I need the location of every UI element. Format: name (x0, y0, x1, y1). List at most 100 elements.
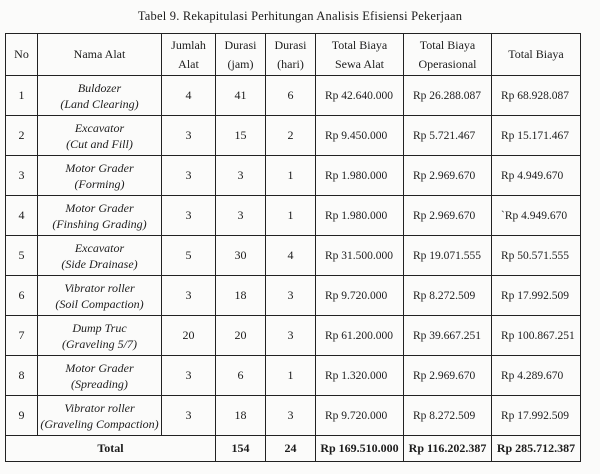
total-row: Total 154 24 Rp 169.510.000 Rp 116.202.3… (5, 435, 581, 462)
total-durasi-jam: 154 (215, 435, 266, 462)
table-row: 2 Excavator (Cut and Fill) 3 15 2 Rp 9.4… (5, 115, 581, 156)
biaya-total: Rp 50.571.555 (491, 235, 581, 276)
biaya-sewa: Rp 42.640.000 (315, 75, 404, 116)
header-biaya-sewa: Total Biaya Sewa Alat (315, 33, 404, 76)
biaya-operasional: Rp 19.071.555 (403, 235, 492, 276)
biaya-operasional: Rp 5.721.467 (403, 115, 492, 156)
biaya-sewa: Rp 9.720.000 (315, 395, 404, 436)
biaya-sewa: Rp 31.500.000 (315, 235, 404, 276)
biaya-sewa: Rp 61.200.000 (315, 315, 404, 356)
equipment-cell: Excavator (Side Drainase) (37, 235, 162, 276)
header-no: No (5, 33, 38, 76)
equipment-name: Motor Grader (65, 160, 134, 175)
row-no: 7 (5, 315, 38, 356)
biaya-sewa: Rp 1.320.000 (315, 355, 404, 396)
table-row: 7 Dump Truc (Graveling 5/7) 20 20 3 Rp 6… (5, 315, 581, 356)
equipment-activity: (Graveling Compaction) (40, 416, 159, 431)
biaya-operasional: Rp 26.288.087 (403, 75, 492, 116)
row-no: 9 (5, 395, 38, 436)
biaya-operasional: Rp 39.667.251 (403, 315, 492, 356)
header-nama-alat: Nama Alat (37, 33, 162, 76)
row-no: 4 (5, 195, 38, 236)
biaya-total: Rp 100.867.251 (491, 315, 581, 356)
jumlah-alat: 3 (161, 395, 216, 436)
header-biaya-operasional: Total Biaya Operasional (403, 33, 492, 76)
total-label: Total (5, 435, 216, 462)
header-durasi-jam: Durasi (jam) (215, 33, 266, 76)
equipment-name: Vibrator roller (64, 400, 135, 415)
header-durasi-hari: Durasi (hari) (265, 33, 316, 76)
equipment-name: Motor Grader (65, 360, 134, 375)
equipment-cell: Motor Grader (Spreading) (37, 355, 162, 396)
row-no: 1 (5, 75, 38, 116)
row-no: 8 (5, 355, 38, 396)
equipment-activity: (Forming) (74, 176, 125, 191)
table-row: 6 Vibrator roller (Soil Compaction) 3 18… (5, 275, 581, 316)
equipment-cell: Motor Grader (Finshing Grading) (37, 195, 162, 236)
biaya-total: Rp 17.992.509 (491, 395, 581, 436)
equipment-activity: (Land Clearing) (60, 96, 139, 111)
biaya-total: Rp 15.171.467 (491, 115, 581, 156)
equipment-activity: (Finshing Grading) (52, 216, 147, 231)
biaya-sewa: Rp 1.980.000 (315, 195, 404, 236)
equipment-cell: Vibrator roller (Graveling Compaction) (37, 395, 162, 436)
equipment-name: Motor Grader (65, 200, 134, 215)
header-jumlah-alat: Jumlah Alat (161, 33, 216, 76)
durasi-jam: 18 (215, 395, 266, 436)
row-no: 3 (5, 155, 38, 196)
table-row: 8 Motor Grader (Spreading) 3 6 1 Rp 1.32… (5, 355, 581, 396)
biaya-total: Rp 68.928.087 (491, 75, 581, 116)
equipment-name: Buldozer (77, 80, 122, 95)
equipment-cell: Motor Grader (Forming) (37, 155, 162, 196)
equipment-cell: Buldozer (Land Clearing) (37, 75, 162, 116)
durasi-hari: 6 (265, 75, 316, 116)
table-row: 5 Excavator (Side Drainase) 5 30 4 Rp 31… (5, 235, 581, 276)
durasi-hari: 2 (265, 115, 316, 156)
biaya-total: Rp 17.992.509 (491, 275, 581, 316)
biaya-operasional: Rp 2.969.670 (403, 155, 492, 196)
equipment-activity: (Side Drainase) (61, 256, 138, 271)
table-caption: Tabel 9. Rekapitulasi Perhitungan Analis… (137, 9, 463, 23)
biaya-sewa: Rp 9.720.000 (315, 275, 404, 316)
durasi-jam: 3 (215, 155, 266, 196)
durasi-jam: 20 (215, 315, 266, 356)
header-total-biaya: Total Biaya (491, 33, 581, 76)
equipment-name: Vibrator roller (64, 280, 135, 295)
biaya-sewa: Rp 9.450.000 (315, 115, 404, 156)
table-row: 3 Motor Grader (Forming) 3 3 1 Rp 1.980.… (5, 155, 581, 196)
table-row: 9 Vibrator roller (Graveling Compaction)… (5, 395, 581, 436)
jumlah-alat: 3 (161, 355, 216, 396)
equipment-name: Dump Truc (72, 320, 127, 335)
biaya-total: Rp 4.949.670 (491, 155, 581, 196)
recap-table: No Nama Alat Jumlah Alat Durasi (jam) Du… (5, 33, 581, 462)
durasi-hari: 1 (265, 155, 316, 196)
equipment-activity: (Graveling 5/7) (62, 336, 137, 351)
header-row: No Nama Alat Jumlah Alat Durasi (jam) Du… (5, 33, 581, 76)
durasi-jam: 6 (215, 355, 266, 396)
durasi-jam: 41 (215, 75, 266, 116)
biaya-operasional: Rp 2.969.670 (403, 195, 492, 236)
biaya-total: `Rp 4.949.670 (491, 195, 581, 236)
durasi-jam: 30 (215, 235, 266, 276)
durasi-jam: 15 (215, 115, 266, 156)
jumlah-alat: 3 (161, 195, 216, 236)
equipment-name: Excavator (74, 240, 125, 255)
jumlah-alat: 3 (161, 115, 216, 156)
durasi-jam: 18 (215, 275, 266, 316)
jumlah-alat: 5 (161, 235, 216, 276)
total-biaya-total: Rp 285.712.387 (491, 435, 581, 462)
biaya-operasional: Rp 8.272.509 (403, 275, 492, 316)
biaya-sewa: Rp 1.980.000 (315, 155, 404, 196)
durasi-hari: 4 (265, 235, 316, 276)
durasi-jam: 3 (215, 195, 266, 236)
table-row: 4 Motor Grader (Finshing Grading) 3 3 1 … (5, 195, 581, 236)
durasi-hari: 3 (265, 275, 316, 316)
equipment-activity: (Spreading) (71, 376, 128, 391)
row-no: 2 (5, 115, 38, 156)
equipment-name: Excavator (74, 120, 125, 135)
table-row: 1 Buldozer (Land Clearing) 4 41 6 Rp 42.… (5, 75, 581, 116)
durasi-hari: 1 (265, 195, 316, 236)
durasi-hari: 3 (265, 395, 316, 436)
row-no: 6 (5, 275, 38, 316)
equipment-cell: Vibrator roller (Soil Compaction) (37, 275, 162, 316)
